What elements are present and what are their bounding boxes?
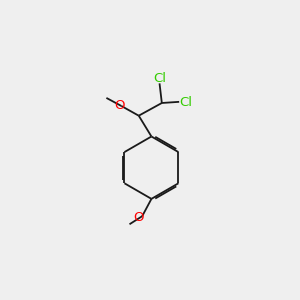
Text: O: O [115, 100, 125, 112]
Text: Cl: Cl [179, 96, 192, 109]
Text: Cl: Cl [153, 72, 166, 85]
Text: O: O [133, 211, 143, 224]
